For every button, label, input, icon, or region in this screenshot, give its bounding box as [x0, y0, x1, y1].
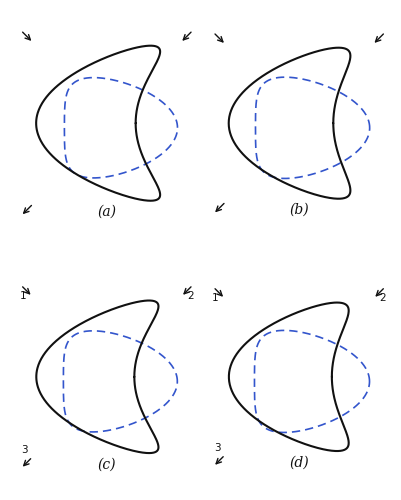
Text: 3: 3	[22, 445, 28, 455]
Text: 3: 3	[213, 443, 220, 453]
Text: 2: 2	[379, 294, 385, 304]
Text: 2: 2	[187, 292, 193, 302]
Text: 1: 1	[20, 292, 26, 302]
Text: (d): (d)	[289, 456, 308, 469]
Text: (a): (a)	[97, 205, 116, 219]
Text: (b): (b)	[289, 203, 308, 217]
Text: 1: 1	[212, 294, 218, 304]
Text: (c): (c)	[97, 458, 116, 471]
